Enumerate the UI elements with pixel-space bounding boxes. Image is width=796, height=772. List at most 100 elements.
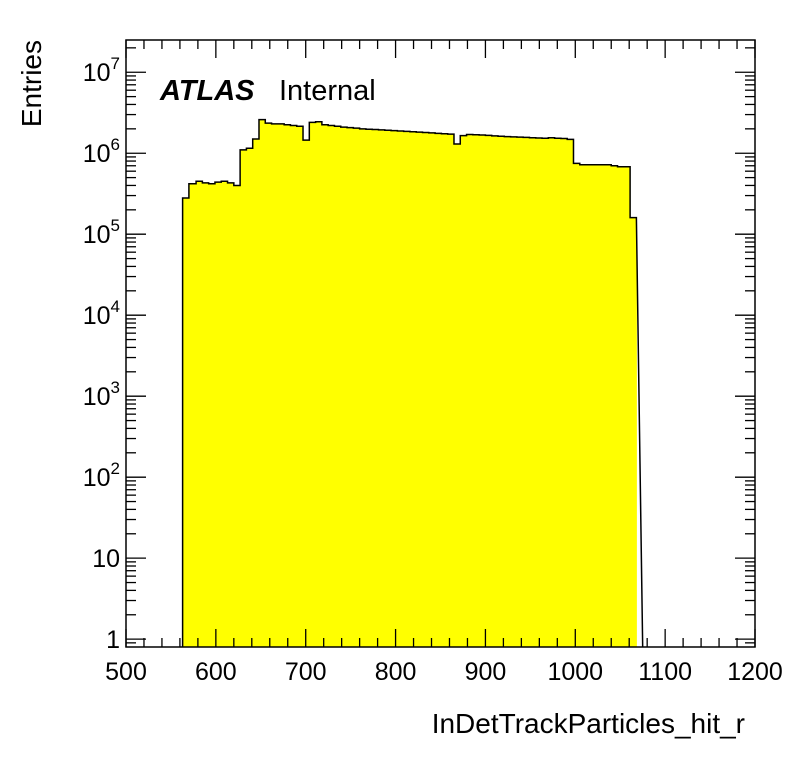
histogram-bin	[271, 123, 279, 647]
histogram-bin	[586, 164, 593, 648]
histogram-bin	[252, 138, 260, 647]
x-tick-label: 800	[375, 658, 417, 686]
histogram-bin	[384, 130, 392, 647]
histogram-bin	[435, 133, 442, 648]
y-tick-label: 105	[83, 216, 120, 249]
histogram-bin	[397, 131, 405, 648]
histogram-bin	[598, 164, 606, 648]
histogram-bin	[221, 181, 229, 647]
histogram-bin	[472, 134, 480, 648]
x-tick-label: 1100	[638, 658, 692, 686]
y-tick-label: 107	[83, 54, 120, 87]
histogram-bin	[611, 165, 619, 647]
x-axis-title: InDetTrackParticles_hit_r	[432, 708, 745, 739]
y-tick-label: 1	[106, 626, 120, 654]
histogram-bin	[258, 119, 266, 647]
histogram-bin	[416, 132, 424, 647]
histogram-bin	[372, 129, 379, 648]
histogram-bin	[196, 181, 203, 647]
x-tick-label: 900	[465, 658, 507, 686]
histogram-bin	[573, 163, 581, 647]
histogram-bin	[353, 128, 361, 648]
histogram-bin	[453, 143, 461, 647]
histogram-bin	[182, 197, 190, 648]
histogram-bin	[315, 121, 323, 648]
y-tick-label: 106	[83, 135, 120, 168]
histogram-bin	[523, 137, 530, 647]
histogram-bin	[560, 138, 568, 648]
histogram-bin	[623, 166, 631, 648]
atlas-label-status: Internal	[279, 75, 376, 107]
histogram-bin	[309, 122, 317, 647]
histogram-bars	[182, 119, 637, 648]
histogram-bin	[485, 135, 493, 648]
y-axis: 1 10 102 103 104 105 106 107	[83, 54, 755, 654]
histogram-bin	[378, 129, 386, 647]
plot-frame	[125, 39, 756, 648]
histogram-bin	[188, 183, 197, 647]
histogram-bin	[391, 130, 398, 647]
histogram-bin	[290, 125, 298, 648]
histogram-bin	[403, 131, 411, 647]
x-tick-label: 500	[105, 658, 147, 686]
histogram-bin	[359, 128, 367, 647]
histogram-bin	[284, 124, 291, 647]
y-tick-label: 104	[83, 297, 120, 330]
y-tick-label: 10	[92, 545, 120, 573]
histogram-bin	[516, 137, 524, 647]
histogram-bin	[479, 134, 486, 648]
x-tick-label: 600	[195, 658, 237, 686]
histogram-bin	[321, 124, 329, 647]
histogram-bin	[328, 125, 335, 648]
histogram-bin	[240, 149, 247, 647]
histogram-bin	[409, 131, 417, 647]
histogram-bin	[460, 135, 468, 648]
histogram-bin	[233, 185, 241, 648]
histogram-bin	[340, 127, 348, 648]
histogram-bin	[303, 140, 310, 647]
histogram-bin	[567, 139, 574, 647]
histogram-bin	[498, 136, 505, 648]
histogram-bin	[246, 148, 254, 648]
histogram-bin	[334, 126, 342, 648]
histogram-bin	[447, 134, 455, 648]
y-tick-label: 102	[83, 459, 120, 492]
histogram-bin	[604, 164, 612, 648]
histogram-bin	[491, 135, 499, 648]
histogram-bin	[535, 138, 543, 647]
x-axis: 500 600 700 800 900 1000 1100 1200	[105, 40, 783, 686]
histogram-bin	[428, 132, 436, 648]
histogram-bin	[422, 132, 430, 647]
histogram-bin	[554, 138, 562, 648]
histogram-bin	[441, 133, 449, 648]
histogram-bin	[265, 123, 273, 648]
histogram-bin	[296, 126, 304, 648]
histogram-bin	[548, 137, 556, 647]
histogram-outline	[181, 118, 644, 648]
histogram-bin	[227, 182, 235, 647]
x-tick-label: 1200	[727, 658, 783, 686]
histogram-bin	[208, 183, 216, 647]
histogram-bin	[504, 136, 512, 647]
histogram-bin	[630, 217, 637, 647]
x-tick-label: 700	[285, 658, 327, 686]
histogram-bin	[202, 182, 210, 647]
atlas-label: ATLAS Internal	[159, 75, 376, 107]
histogram-bin	[466, 134, 474, 647]
histogram-bin	[617, 166, 625, 648]
atlas-label-bold: ATLAS	[159, 75, 255, 107]
histogram-bin	[529, 137, 537, 647]
x-tick-label: 1000	[547, 658, 603, 686]
y-axis-title: Entries	[16, 40, 47, 127]
histogram-bin	[510, 136, 518, 648]
histogram-bin	[579, 164, 587, 648]
histogram-bin	[277, 123, 285, 647]
histogram-bin	[542, 138, 549, 648]
y-tick-label: 103	[83, 378, 120, 411]
histogram-bin	[347, 127, 354, 648]
axis-minor-ticks	[126, 40, 755, 647]
histogram-bin	[592, 164, 600, 648]
histogram-bin	[214, 182, 222, 647]
histogram-bin	[365, 129, 373, 647]
